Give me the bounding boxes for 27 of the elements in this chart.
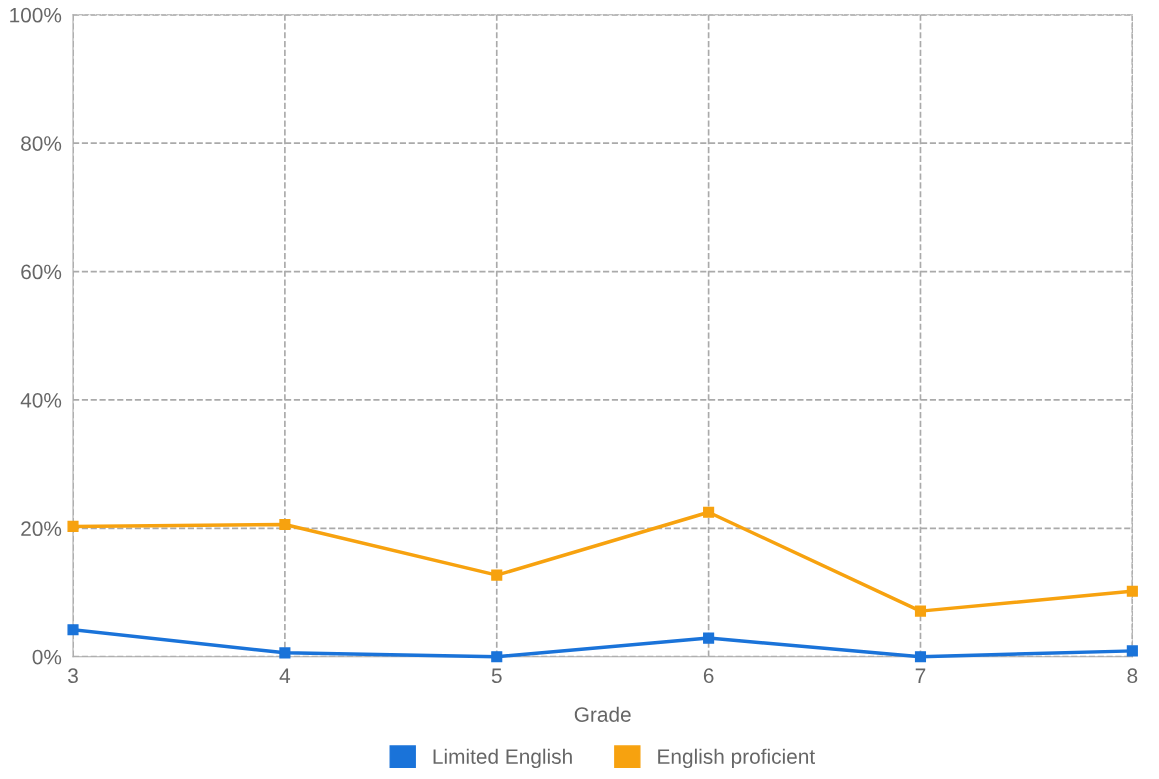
point <box>491 651 503 663</box>
legend-label: English proficient <box>658 748 815 769</box>
y-tick-label: 80% <box>21 136 62 151</box>
point <box>703 632 715 644</box>
y-tick-label: 20% <box>21 521 62 537</box>
x-tick-label: 4 <box>279 668 291 683</box>
y-tick-label: 0% <box>32 649 62 665</box>
point <box>1126 645 1138 657</box>
point <box>279 647 291 659</box>
point <box>67 624 79 636</box>
point <box>279 518 291 531</box>
point <box>703 506 715 518</box>
y-tick-label: 100% <box>10 7 62 23</box>
point <box>1126 585 1138 597</box>
x-axis-title: Grade <box>574 706 631 722</box>
point <box>491 569 503 581</box>
point <box>914 651 927 663</box>
x-tick-label: 3 <box>68 668 78 684</box>
x-tick-label: 5 <box>491 668 502 684</box>
y-tick-label: 40% <box>20 392 62 408</box>
x-tick-label: 6 <box>703 668 714 684</box>
y-tick-label: 60% <box>21 264 62 280</box>
x-tick-label: 8 <box>1127 668 1138 684</box>
legend-label: Limited English <box>433 748 572 769</box>
x-tick-label: 7 <box>915 668 926 683</box>
point <box>67 520 79 532</box>
point <box>914 605 927 617</box>
